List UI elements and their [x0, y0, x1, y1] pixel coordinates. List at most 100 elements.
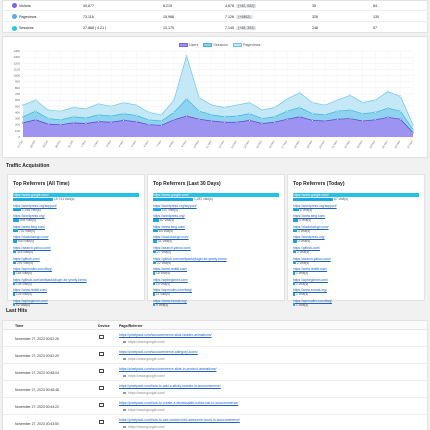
- referrer-link[interactable]: https://github.com/: [293, 245, 320, 250]
- referrer-bar: [153, 292, 155, 296]
- referrer-arrow-icon: [123, 409, 126, 411]
- card-title: Top Referrers (All Time): [13, 181, 70, 187]
- desktop-icon: [99, 403, 104, 407]
- hit-page-link[interactable]: https://pixelpack.com/how-to-add-a-stick…: [119, 384, 221, 388]
- referrer-link[interactable]: https://github.com/wolfpack/plugin-for-y…: [13, 277, 87, 282]
- y-tick-label: 900: [15, 80, 20, 84]
- legend-item-users[interactable]: Users: [179, 43, 198, 47]
- referrer-link[interactable]: https://www.reddit.com/: [13, 288, 48, 293]
- x-tick-label: 21 Nov: [330, 139, 338, 149]
- hit-referrer[interactable]: https://www.google.com/: [123, 340, 165, 344]
- legend-item-pageviews[interactable]: Pageviews: [232, 43, 260, 47]
- users-series-point: [135, 120, 138, 123]
- referrer-link[interactable]: https://wpmudev.com/blog/: [13, 267, 52, 272]
- list-item: https://wpmudev.com/blog/11 visit(s): [153, 288, 279, 299]
- referrer-count: 2 visit(s): [293, 261, 419, 265]
- referrer-link[interactable]: https://wordpress.org/: [13, 214, 45, 219]
- column-header-device[interactable]: Device: [98, 324, 110, 328]
- list-item: https://wpbeginner.com/1 visit(s): [293, 278, 419, 289]
- stat-total: 37,868 ( 4.21 ): [83, 26, 107, 30]
- referrer-link[interactable]: https://github.com/wolfpack/plugin-for-y…: [153, 256, 227, 261]
- referrer-count: 27 visit(s): [153, 250, 279, 254]
- hit-page-link[interactable]: https://pixelpack.com/woocommerce-slide-…: [119, 367, 217, 371]
- users-series-point: [97, 120, 100, 123]
- column-header-page[interactable]: Page/Referrer: [119, 324, 143, 328]
- referrer-link[interactable]: https://github.com/: [13, 256, 40, 261]
- list-item: https://www.bing.com/4 visit(s): [293, 214, 419, 225]
- referrer-link[interactable]: https://wpbeginner.com/: [153, 277, 188, 282]
- referrer-link[interactable]: https://wordpress.org/: [293, 235, 325, 240]
- referrer-link[interactable]: https://www.reddit.com/: [293, 267, 328, 272]
- stat-value: 57: [373, 26, 377, 30]
- referrer-bar: [13, 208, 21, 212]
- referrer-link[interactable]: https://search.yahoo.com/: [293, 256, 331, 261]
- sessions-series-point: [147, 118, 150, 121]
- referrer-link[interactable]: https://www.google.com/: [153, 193, 279, 197]
- referrer-link[interactable]: https://wordpress.org/: [153, 214, 185, 219]
- referrer-count: 126 visit(s): [13, 292, 139, 296]
- referrers-card-all-time: Top Referrers (All Time) https://www.goo…: [7, 174, 145, 307]
- list-item: https://wordpress.org/894 visit(s): [13, 214, 139, 225]
- referrer-link[interactable]: https://www.bing.com/: [153, 224, 186, 229]
- legend-item-sessions[interactable]: Sessions: [203, 43, 228, 47]
- referrer-link[interactable]: https://wpbeginner.com/: [13, 298, 48, 303]
- referrer-link[interactable]: https://duckduckgo.com/: [13, 235, 49, 240]
- referrer-link[interactable]: https://wpmudev.com/blog/: [153, 288, 192, 293]
- hit-referrer[interactable]: https://www.google.com/: [123, 425, 165, 429]
- list-item: https://wpbeginner.com/92 visit(s): [13, 299, 139, 310]
- referrer-link[interactable]: https://www.google.com/: [13, 193, 139, 197]
- referrer-link[interactable]: https://duckduckgo.com/: [153, 235, 189, 240]
- referrer-count: 82 visit(s): [153, 218, 279, 222]
- hit-page-link[interactable]: https://pixelpack.com/how-to-create-a-di…: [119, 401, 239, 405]
- referrer-link[interactable]: https://www.bing.com/: [13, 224, 46, 229]
- referrer-link[interactable]: https://www.google.com/: [293, 193, 419, 197]
- referrer-link[interactable]: https://www.ecosia.org/: [293, 288, 327, 293]
- referrer-link[interactable]: https://search.yahoo.com/: [13, 245, 51, 250]
- column-header-time[interactable]: Time: [15, 324, 24, 328]
- referrer-bar: [13, 303, 15, 307]
- referrer-bar: [293, 250, 296, 254]
- referrer-link[interactable]: https://wpmudev.com/blog/: [293, 298, 332, 303]
- list-item: https://wordpress.org/support/6 visit(s): [293, 204, 419, 215]
- stats-table: Visitors 49,677 8,219 4,678 (+40, 052) 35…: [2, 0, 429, 33]
- users-series-point: [122, 119, 125, 122]
- referrer-link[interactable]: https://wordpress.org/support/: [13, 203, 57, 208]
- x-tick-label: 5 Nov: [130, 139, 137, 148]
- pageviews-series-point: [59, 110, 62, 113]
- y-tick-label: 1200: [13, 61, 20, 65]
- hit-referrer[interactable]: https://www.google.com/: [123, 357, 165, 361]
- referrer-link[interactable]: https://wpbeginner.com/: [293, 277, 328, 282]
- hit-page-link[interactable]: https://pixelpack.com/woocommerce-catego…: [119, 350, 198, 354]
- referrer-link[interactable]: https://search.yahoo.com/: [153, 245, 191, 250]
- referrer-count: 3 visit(s): [293, 229, 419, 233]
- hit-page-link[interactable]: https://pixelpack.com/woocommerce-slick-…: [119, 333, 212, 337]
- sessions-series-point: [235, 115, 238, 118]
- referrer-arrow-icon: [123, 426, 126, 428]
- list-item: https://www.bing.com/64 visit(s): [153, 225, 279, 236]
- users-series-point: [210, 120, 213, 123]
- pageviews-series-point: [135, 104, 138, 107]
- users-series-point: [172, 118, 175, 121]
- hit-referrer[interactable]: https://www.google.com/: [123, 391, 165, 395]
- sessions-series-point: [311, 112, 314, 115]
- sessions-series-point: [374, 111, 377, 114]
- referrer-link[interactable]: https://duckduckgo.com/: [293, 224, 329, 229]
- desktop-icon: [99, 386, 104, 390]
- referrer-link[interactable]: https://wordpress.org/support/: [293, 203, 337, 208]
- referrer-link[interactable]: https://www.bing.com/: [293, 214, 326, 219]
- referrer-link[interactable]: https://www.reddit.com/: [153, 267, 188, 272]
- referrer-link[interactable]: https://wordpress.org/support/: [153, 203, 197, 208]
- referrer-bar: [13, 292, 15, 296]
- hit-referrer[interactable]: https://www.google.com/: [123, 408, 165, 412]
- hit-referrer[interactable]: https://www.google.com/: [123, 374, 165, 378]
- referrer-link[interactable]: https://www.ecosia.org/: [153, 298, 187, 303]
- referrer-bar: [13, 261, 16, 265]
- referrer-bar: [153, 229, 158, 233]
- stat-value: 7,145 (+48, 392): [225, 26, 257, 30]
- referrer-bar: [13, 197, 53, 201]
- hit-page-link[interactable]: https://pixelpack.com/how-to-use-custom-…: [119, 418, 240, 422]
- referrer-bar: [293, 229, 297, 233]
- users-series-point: [22, 121, 25, 124]
- users-series-point: [311, 119, 314, 122]
